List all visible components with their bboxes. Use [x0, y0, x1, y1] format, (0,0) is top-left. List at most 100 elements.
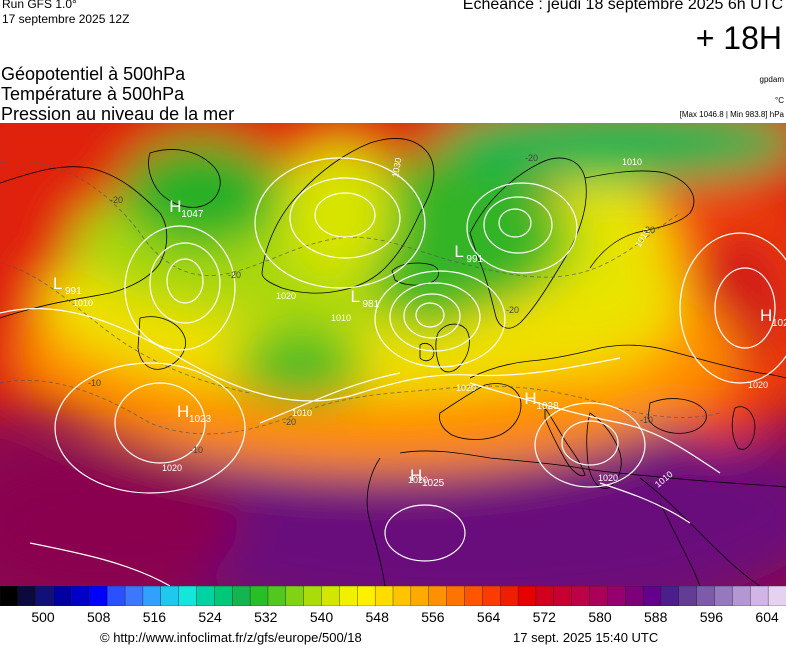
color-scale-cell: [321, 586, 341, 606]
color-scale-tick-label: 524: [198, 609, 222, 625]
color-scale-tick-label: 500: [31, 609, 55, 625]
color-scale-cell: [696, 586, 716, 606]
temperature-label: -20: [228, 270, 241, 280]
color-scale-cell: [410, 586, 430, 606]
low-pressure-letter: L: [351, 287, 360, 306]
color-scale-cell: [124, 586, 144, 606]
color-scale-cell: [750, 586, 769, 606]
temperature-label: -10: [640, 415, 653, 425]
units-temperature: °C: [775, 96, 784, 105]
pressure-center-value: 981: [363, 299, 380, 310]
isobar-label: 1010: [73, 298, 93, 308]
color-scale-cell: [71, 586, 91, 606]
temperature-label: -20: [642, 225, 655, 235]
forecast-valid-time: Echéance : jeudi 18 septembre 2025 6h UT…: [462, 0, 783, 13]
title-temperature: Température à 500hPa: [1, 84, 185, 104]
pressure-center-value: 1025: [772, 318, 786, 329]
color-scale-tick-label: 556: [421, 609, 445, 625]
color-scale-cell: [607, 586, 627, 606]
color-scale-cell: [464, 586, 484, 606]
run-label: Run GFS 1.0°: [2, 0, 77, 11]
color-scale-cell: [446, 586, 466, 606]
color-scale: [0, 586, 786, 606]
color-scale-cell: [642, 586, 662, 606]
color-scale-cell: [732, 586, 752, 606]
pressure-center-value: 991: [466, 254, 483, 265]
color-scale-cell: [196, 586, 216, 606]
color-scale-tick-label: 596: [699, 609, 724, 625]
temperature-label: -20: [283, 417, 296, 427]
isobar-label: 1010: [331, 313, 351, 323]
temperature-label: -10: [190, 445, 203, 455]
temperature-labels: -20 -20 -20 -20 -20 -10 -20 -10 -10: [88, 153, 655, 455]
color-scale-cell: [53, 586, 73, 606]
temperature-label: -20: [525, 153, 538, 163]
high-pressure-letter: H: [760, 306, 772, 325]
high-pressure-letter: H: [177, 402, 189, 421]
color-scale-cell: [106, 586, 126, 606]
color-scale-cell: [267, 586, 287, 606]
pressure-centers: H1047L991L991L981H1025H1023H1028H1025: [53, 197, 786, 489]
isobar-label: 1020: [456, 383, 476, 393]
color-scale-cell: [589, 586, 609, 606]
color-scale-cell: [625, 586, 644, 606]
color-scale-cell: [499, 586, 519, 606]
units-geopotential: gpdam: [759, 75, 784, 84]
color-scale-tick-label: 508: [87, 609, 111, 625]
isobar-label: 1020: [162, 463, 182, 473]
color-scale-cell: [0, 586, 19, 606]
color-scale-cell: [178, 586, 198, 606]
title-pressure: Pression au niveau de la mer: [1, 104, 235, 124]
isobar-label: 1010: [622, 157, 642, 167]
color-scale-tick-label: 580: [588, 609, 612, 625]
color-scale-cell: [517, 586, 537, 606]
color-scale-cell: [374, 586, 394, 606]
color-scale-cell: [339, 586, 359, 606]
color-scale-cell: [249, 586, 269, 606]
color-scale-tick-label: 548: [365, 609, 389, 625]
color-scale-cell: [214, 586, 234, 606]
color-scale-tick-label: 588: [644, 609, 668, 625]
temperature-label: -20: [506, 305, 519, 315]
isobars: [0, 157, 786, 586]
color-scale-cell: [678, 586, 698, 606]
high-pressure-letter: H: [410, 466, 422, 485]
color-scale-cell: [160, 586, 180, 606]
low-pressure-letter: L: [53, 274, 62, 293]
isobar-label: 1030: [390, 157, 403, 178]
color-scale-tick-label: 532: [254, 609, 278, 625]
isobar-label: 1020: [598, 473, 618, 483]
color-scale-cell: [571, 586, 591, 606]
color-scale-tick-label: 604: [755, 609, 779, 625]
color-scale-cell: [35, 586, 55, 606]
pressure-center-value: 1025: [422, 478, 445, 489]
run-date: 17 septembre 2025 12Z: [2, 12, 130, 26]
color-scale-cell: [232, 586, 251, 606]
color-scale-cell: [89, 586, 108, 606]
color-scale-cell: [660, 586, 680, 606]
title-geopotential: Géopotentiel à 500hPa: [1, 64, 186, 84]
color-scale-tick-label: 516: [142, 609, 167, 625]
isobar-label: 1010: [292, 408, 312, 418]
color-scale-cell: [285, 586, 305, 606]
isobar-label: 1020: [408, 475, 428, 485]
color-scale-cell: [482, 586, 501, 606]
pressure-center-value: 1047: [181, 209, 204, 220]
pressure-center-value: 1028: [536, 401, 559, 412]
color-scale-cell: [535, 586, 555, 606]
color-scale-tick-label: 540: [309, 609, 334, 625]
temperature-label: -10: [88, 378, 101, 388]
color-scale-tick-label: 572: [532, 609, 556, 625]
pressure-range: [Max 1046.8 | Min 983.8] hPa: [679, 110, 784, 119]
color-scale-cell: [714, 586, 734, 606]
color-scale-cell: [553, 586, 573, 606]
pressure-center-value: 991: [65, 286, 82, 297]
color-scale-cell: [17, 586, 37, 606]
high-pressure-letter: H: [169, 197, 181, 216]
color-scale-cell: [142, 586, 162, 606]
generated-timestamp: 17 sept. 2025 15:40 UTC: [513, 630, 659, 645]
forecast-range: + 18H: [695, 20, 782, 56]
color-scale-tick-label: 564: [476, 609, 501, 625]
source-url[interactable]: © http://www.infoclimat.fr/z/gfs/europe/…: [100, 630, 362, 645]
isobar-label: 1020: [748, 380, 768, 390]
